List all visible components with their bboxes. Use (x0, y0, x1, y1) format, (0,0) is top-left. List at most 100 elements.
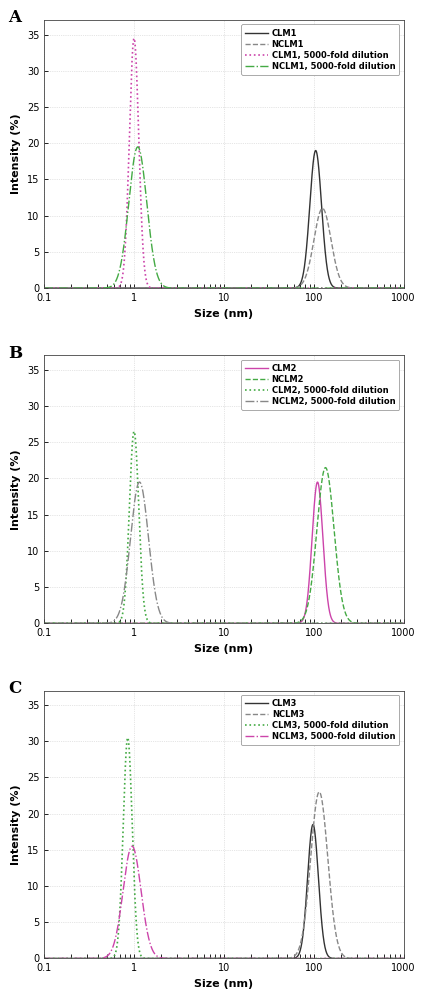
Line: NCLM3: NCLM3 (44, 792, 403, 958)
NCLM1, 5000-fold dilution (192, 282, 197, 294)
Y-axis label: Intensity (%): Intensity (%) (11, 449, 21, 530)
NCLM2, 5000-fold dilution (212, 617, 217, 629)
NCLM3 (316, 786, 321, 798)
Line: NCLM1: NCLM1 (44, 208, 403, 288)
NCLM1, 5000-fold dilution (302, 282, 307, 294)
Legend: CLM1, NCLM1, CLM1, 5000-fold dilution, NCLM1, 5000-fold dilution: CLM1, NCLM1, CLM1, 5000-fold dilution, N… (240, 24, 399, 75)
NCLM3 (192, 952, 197, 964)
NCLM3 (371, 952, 377, 964)
CLM2, 5000-fold dilution (131, 425, 136, 437)
NCLM1, 5000-fold dilution (212, 282, 217, 294)
Legend: CLM2, NCLM2, CLM2, 5000-fold dilution, NCLM2, 5000-fold dilution: CLM2, NCLM2, CLM2, 5000-fold dilution, N… (240, 360, 399, 410)
CLM3, 5000-fold dilution (192, 952, 197, 964)
NCLM1 (389, 282, 394, 294)
Line: CLM2: CLM2 (44, 482, 403, 623)
NCLM3 (212, 952, 217, 964)
CLM1 (42, 282, 47, 294)
X-axis label: Size (nm): Size (nm) (194, 644, 253, 654)
Text: B: B (8, 345, 22, 362)
Legend: CLM3, NCLM3, CLM3, 5000-fold dilution, NCLM3, 5000-fold dilution: CLM3, NCLM3, CLM3, 5000-fold dilution, N… (240, 695, 399, 745)
X-axis label: Size (nm): Size (nm) (194, 309, 253, 319)
CLM3, 5000-fold dilution (389, 952, 394, 964)
CLM1, 5000-fold dilution (389, 282, 394, 294)
CLM3 (42, 952, 47, 964)
NCLM2 (400, 617, 405, 629)
NCLM3 (195, 952, 200, 964)
CLM3, 5000-fold dilution (302, 952, 307, 964)
X-axis label: Size (nm): Size (nm) (194, 979, 253, 989)
CLM1, 5000-fold dilution (400, 282, 405, 294)
CLM3 (310, 819, 315, 831)
CLM3, 5000-fold dilution (212, 952, 217, 964)
CLM1 (302, 254, 307, 266)
CLM1 (212, 282, 217, 294)
NCLM1, 5000-fold dilution (135, 141, 140, 153)
NCLM3, 5000-fold dilution (195, 952, 200, 964)
NCLM2 (212, 617, 217, 629)
CLM1 (389, 282, 394, 294)
CLM2, 5000-fold dilution (302, 617, 307, 629)
CLM2 (400, 617, 405, 629)
CLM3, 5000-fold dilution (371, 952, 377, 964)
CLM1 (400, 282, 405, 294)
CLM3, 5000-fold dilution (298, 952, 303, 964)
NCLM1 (212, 282, 217, 294)
CLM2, 5000-fold dilution (212, 617, 217, 629)
CLM1, 5000-fold dilution (131, 32, 136, 44)
CLM2, 5000-fold dilution (400, 617, 405, 629)
CLM3 (212, 952, 217, 964)
NCLM1, 5000-fold dilution (195, 282, 200, 294)
Line: NCLM3, 5000-fold dilution: NCLM3, 5000-fold dilution (44, 846, 403, 958)
CLM3, 5000-fold dilution (400, 952, 405, 964)
CLM3 (389, 952, 394, 964)
NCLM2 (322, 462, 327, 474)
NCLM2, 5000-fold dilution (389, 617, 394, 629)
CLM3 (302, 904, 307, 916)
NCLM2 (371, 617, 377, 629)
Text: A: A (8, 9, 21, 26)
CLM1 (192, 282, 197, 294)
CLM2 (192, 617, 197, 629)
NCLM1 (42, 282, 47, 294)
NCLM3 (389, 952, 394, 964)
CLM2 (212, 617, 217, 629)
CLM1, 5000-fold dilution (302, 282, 307, 294)
NCLM2 (302, 608, 307, 620)
Line: NCLM1, 5000-fold dilution: NCLM1, 5000-fold dilution (44, 147, 403, 288)
NCLM1 (195, 282, 200, 294)
NCLM1 (400, 282, 405, 294)
NCLM3, 5000-fold dilution (192, 952, 197, 964)
NCLM2 (42, 617, 47, 629)
CLM3, 5000-fold dilution (125, 732, 130, 744)
NCLM2 (389, 617, 394, 629)
CLM1, 5000-fold dilution (371, 282, 377, 294)
NCLM3, 5000-fold dilution (371, 952, 377, 964)
NCLM3, 5000-fold dilution (42, 952, 47, 964)
NCLM1, 5000-fold dilution (389, 282, 394, 294)
CLM1, 5000-fold dilution (195, 282, 200, 294)
NCLM3 (400, 952, 405, 964)
NCLM2, 5000-fold dilution (42, 617, 47, 629)
CLM3, 5000-fold dilution (195, 952, 200, 964)
CLM1 (195, 282, 200, 294)
NCLM2, 5000-fold dilution (137, 476, 142, 488)
NCLM1 (192, 282, 197, 294)
NCLM3 (42, 952, 47, 964)
NCLM1, 5000-fold dilution (400, 282, 405, 294)
CLM3 (192, 952, 197, 964)
CLM2 (195, 617, 200, 629)
NCLM3, 5000-fold dilution (129, 840, 134, 852)
CLM3 (400, 952, 405, 964)
CLM2, 5000-fold dilution (311, 617, 316, 629)
Line: CLM3, 5000-fold dilution: CLM3, 5000-fold dilution (44, 738, 403, 958)
NCLM1, 5000-fold dilution (42, 282, 47, 294)
NCLM2, 5000-fold dilution (302, 617, 307, 629)
NCLM2, 5000-fold dilution (400, 617, 405, 629)
CLM2 (42, 617, 47, 629)
NCLM1, 5000-fold dilution (371, 282, 377, 294)
NCLM3 (302, 908, 307, 920)
Text: C: C (8, 680, 21, 697)
CLM2, 5000-fold dilution (192, 617, 197, 629)
CLM2, 5000-fold dilution (195, 617, 200, 629)
CLM1, 5000-fold dilution (42, 282, 47, 294)
